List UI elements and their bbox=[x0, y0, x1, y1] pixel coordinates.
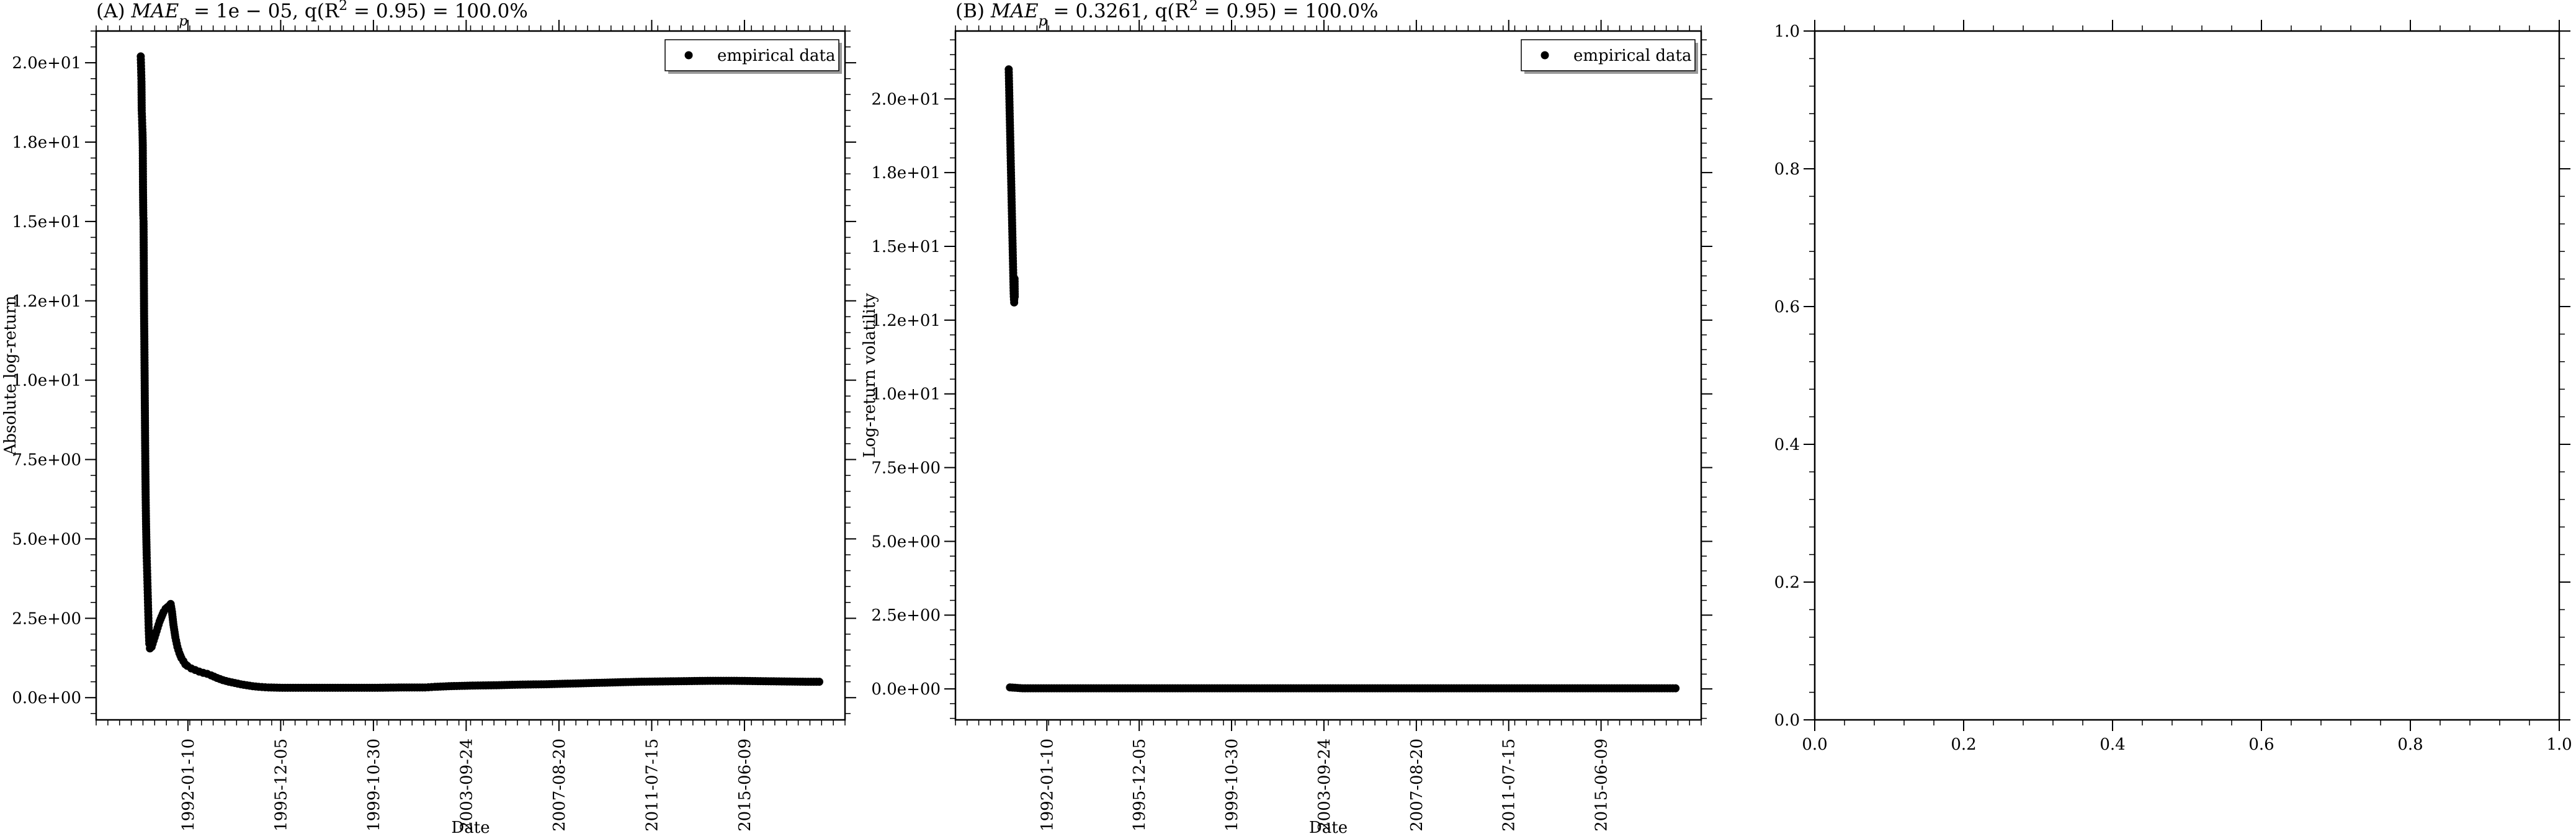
x-tick-label: 2003-09-24 bbox=[457, 738, 476, 832]
y-axis-label: Absolute log-return bbox=[1, 295, 20, 455]
legend-box bbox=[1521, 39, 1696, 71]
data-point bbox=[1011, 292, 1019, 301]
series-0 bbox=[1004, 65, 1680, 693]
y-tick-label: 0.4 bbox=[1774, 436, 1800, 454]
data-point bbox=[1671, 684, 1680, 693]
x-tick-label: 1.0 bbox=[2546, 735, 2572, 754]
chart-panel-0: 1992-01-10 1995-12-05 1999-10-30 2003-09-24… bbox=[1, 0, 856, 837]
y-axis-label: Log-return volatility bbox=[861, 293, 879, 458]
chart-panel-1: 1992-01-10 1995-12-05 1999-10-30 2003-09-24… bbox=[861, 0, 1712, 837]
y-tick-label: 1.5e+01 bbox=[12, 213, 81, 231]
y-tick-label: 1.2e+01 bbox=[12, 292, 81, 311]
x-tick-label: 1992-01-10 bbox=[1038, 738, 1057, 832]
x-tick-label: 1999-10-30 bbox=[365, 738, 383, 832]
y-tick-label: 0.0 bbox=[1774, 711, 1800, 730]
x-tick-label: 0.4 bbox=[2100, 735, 2125, 754]
y-tick-label: 2.5e+00 bbox=[12, 609, 81, 628]
legend-marker bbox=[1541, 51, 1549, 60]
x-tick-label: 2015-06-09 bbox=[1593, 738, 1611, 832]
chart-title: (B) MAEp = 0.3261, q(R2 = 0.95) = 100.0% bbox=[955, 0, 1379, 29]
legend-marker bbox=[684, 51, 693, 60]
y-tick-label: 1.0e+01 bbox=[12, 372, 81, 390]
y-tick-label: 1.8e+01 bbox=[12, 133, 81, 152]
y-tick-label: 1.2e+01 bbox=[871, 312, 941, 330]
x-tick-label: 2007-08-20 bbox=[1408, 738, 1426, 832]
y-tick-label: 2.0e+01 bbox=[871, 90, 941, 109]
x-tick-label: 0.8 bbox=[2397, 735, 2423, 754]
y-tick-label: 5.0e+00 bbox=[12, 530, 81, 549]
x-tick-label: 2011-07-15 bbox=[1500, 738, 1519, 832]
y-tick-label: 0.6 bbox=[1774, 298, 1800, 316]
y-tick-label: 5.0e+00 bbox=[871, 532, 941, 551]
y-tick-label: 0.0e+00 bbox=[12, 689, 81, 707]
x-tick-label: 1992-01-10 bbox=[179, 738, 198, 832]
plot-frame bbox=[954, 30, 1702, 721]
x-tick-label: 0.2 bbox=[1951, 735, 1976, 754]
x-tick-label: 2015-06-09 bbox=[736, 738, 754, 832]
y-tick-label: 0.0e+00 bbox=[871, 680, 941, 699]
plot-frame bbox=[1813, 30, 2560, 721]
y-tick-label: 7.5e+00 bbox=[871, 459, 941, 478]
x-tick-label: 0.0 bbox=[1802, 735, 1827, 754]
legend-label: empirical data bbox=[1573, 47, 1691, 65]
y-tick-label: 1.5e+01 bbox=[871, 238, 941, 256]
x-axis-label: Date bbox=[1309, 819, 1348, 837]
x-tick-label: 0.6 bbox=[2248, 735, 2274, 754]
x-tick-label: 2003-09-24 bbox=[1315, 738, 1334, 832]
legend-label: empirical data bbox=[717, 47, 835, 65]
plot-frame bbox=[95, 30, 846, 721]
x-tick-label: 1995-12-05 bbox=[1130, 738, 1149, 832]
y-tick-label: 0.8 bbox=[1774, 160, 1800, 179]
y-tick-label: 2.0e+01 bbox=[12, 54, 81, 73]
x-axis-label: Date bbox=[451, 819, 490, 837]
x-tick-label: 2011-07-15 bbox=[643, 738, 661, 832]
y-tick-label: 1.0 bbox=[1774, 22, 1800, 41]
y-tick-label: 1.8e+01 bbox=[871, 164, 941, 182]
x-tick-label: 1995-12-05 bbox=[272, 738, 290, 832]
chart-title: (A) MAEp = 1e − 05, q(R2 = 0.95) = 100.0… bbox=[96, 0, 528, 29]
y-tick-label: 2.5e+00 bbox=[871, 606, 941, 625]
y-tick-label: 7.5e+00 bbox=[12, 451, 81, 470]
x-tick-label: 1999-10-30 bbox=[1223, 738, 1241, 832]
y-tick-label: 1.0e+01 bbox=[871, 385, 941, 404]
series-0 bbox=[136, 52, 823, 692]
y-tick-label: 0.2 bbox=[1774, 573, 1800, 592]
data-point bbox=[815, 678, 823, 686]
legend-box bbox=[664, 39, 839, 71]
x-tick-label: 2007-08-20 bbox=[550, 738, 569, 832]
chart-panel-2: 0.0 0.2 0.4 0.6 0.8 1.0 0.0 0.2 0.4 0.6 0.8 1.0 bbox=[1774, 20, 2572, 754]
